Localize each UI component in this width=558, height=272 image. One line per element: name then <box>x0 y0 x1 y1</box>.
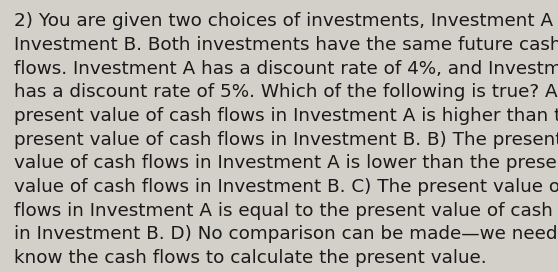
Text: know the cash flows to calculate the present value.: know the cash flows to calculate the pre… <box>14 249 487 267</box>
Text: 2) You are given two choices of investments, Investment A and: 2) You are given two choices of investme… <box>14 12 558 30</box>
Text: value of cash flows in Investment B. C) The present value of cash: value of cash flows in Investment B. C) … <box>14 178 558 196</box>
Text: value of cash flows in Investment A is lower than the present: value of cash flows in Investment A is l… <box>14 154 558 172</box>
Text: in Investment B. D) No comparison can be made—we need to: in Investment B. D) No comparison can be… <box>14 225 558 243</box>
Text: Investment B. Both investments have the same future cash: Investment B. Both investments have the … <box>14 36 558 54</box>
Text: present value of cash flows in Investment A is higher than the: present value of cash flows in Investmen… <box>14 107 558 125</box>
Text: present value of cash flows in Investment B. B) The present: present value of cash flows in Investmen… <box>14 131 558 149</box>
Text: flows in Investment A is equal to the present value of cash flows: flows in Investment A is equal to the pr… <box>14 202 558 220</box>
Text: has a discount rate of 5%. Which of the following is true? A) The: has a discount rate of 5%. Which of the … <box>14 83 558 101</box>
Text: flows. Investment A has a discount rate of 4%, and Investment B: flows. Investment A has a discount rate … <box>14 60 558 78</box>
